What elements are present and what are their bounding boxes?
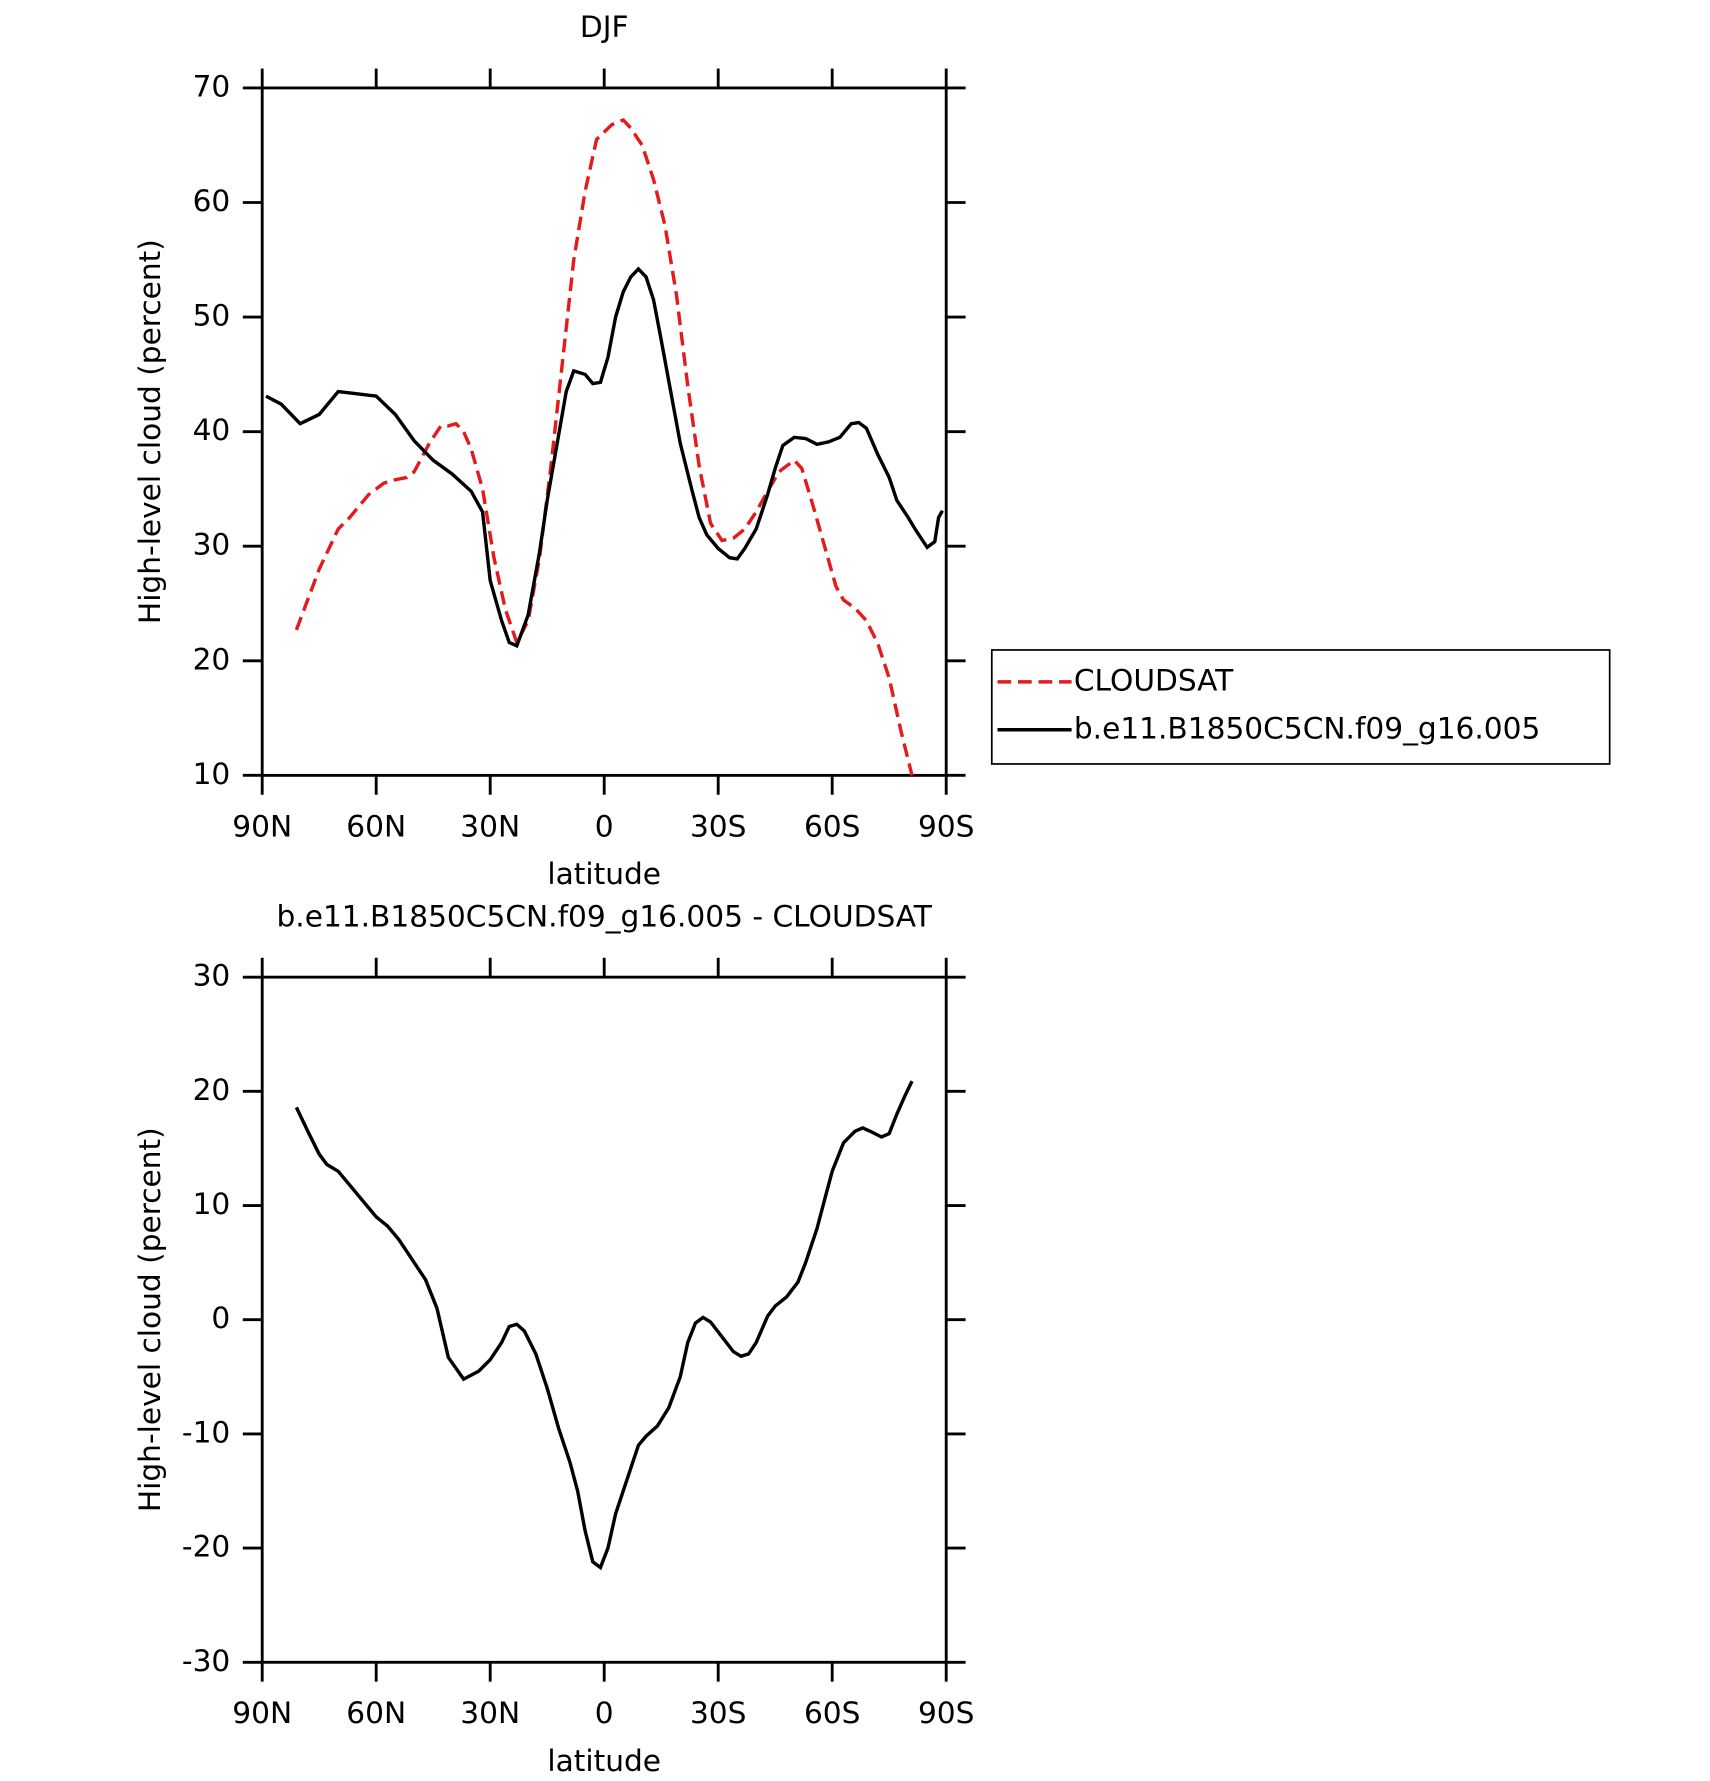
legend-label: CLOUDSAT xyxy=(1074,662,1234,697)
y-tick-label: 0 xyxy=(211,1300,230,1335)
y-axis-label: High-level cloud (percent) xyxy=(132,239,167,624)
x-tick-label: 90S xyxy=(918,1695,975,1730)
y-tick-label: 20 xyxy=(193,641,231,676)
x-tick-label: 30S xyxy=(690,1695,747,1730)
x-tick-label: 30S xyxy=(690,808,747,843)
y-axis-label: High-level cloud (percent) xyxy=(132,1127,167,1512)
x-tick-label: 90N xyxy=(232,808,292,843)
y-tick-label: 40 xyxy=(193,412,231,447)
y-tick-label: -30 xyxy=(182,1643,230,1678)
y-tick-label: -20 xyxy=(182,1529,230,1564)
x-axis-label: latitude xyxy=(547,1743,661,1778)
x-tick-label: 0 xyxy=(595,1695,614,1730)
y-tick-label: 30 xyxy=(193,527,231,562)
x-axis-label: latitude xyxy=(547,856,661,891)
y-tick-label: 10 xyxy=(193,1186,231,1221)
legend-box xyxy=(990,649,1611,765)
x-tick-label: 60S xyxy=(804,1695,861,1730)
y-tick-label: -10 xyxy=(182,1414,230,1449)
x-tick-label: 30N xyxy=(460,808,520,843)
x-tick-label: 90S xyxy=(918,808,975,843)
x-tick-label: 30N xyxy=(460,1695,520,1730)
x-tick-label: 90N xyxy=(232,1695,292,1730)
chart-title: DJF xyxy=(580,9,629,44)
data-line xyxy=(294,1080,914,1571)
y-tick-label: 50 xyxy=(193,298,231,333)
legend-label: b.e11.B1850C5CN.f09_g16.005 xyxy=(1074,710,1540,745)
y-tick-label: 60 xyxy=(193,183,231,218)
chart-title: b.e11.B1850C5CN.f09_g16.005 - CLOUDSAT xyxy=(277,898,933,933)
y-tick-label: 30 xyxy=(193,958,231,993)
x-tick-label: 0 xyxy=(595,808,614,843)
x-tick-label: 60N xyxy=(346,1695,406,1730)
data-line xyxy=(294,117,914,776)
y-tick-label: 70 xyxy=(193,68,231,103)
data-line xyxy=(265,266,944,649)
y-tick-label: 10 xyxy=(193,756,231,791)
y-tick-label: 20 xyxy=(193,1072,231,1107)
x-tick-label: 60S xyxy=(804,808,861,843)
x-tick-label: 60N xyxy=(346,808,406,843)
